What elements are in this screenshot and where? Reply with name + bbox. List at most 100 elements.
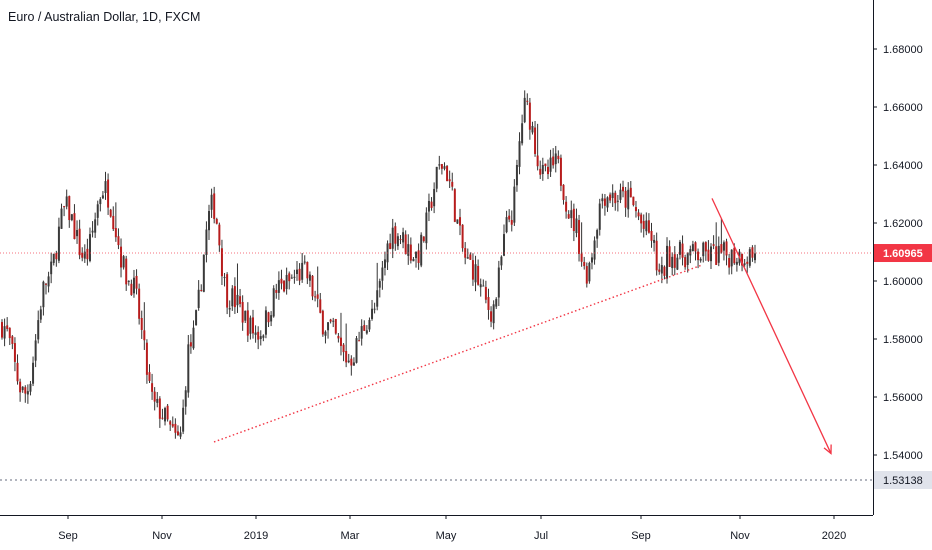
candle-body [629,187,632,198]
candle-body [733,247,736,264]
candle-body [262,335,265,338]
candle-body [459,217,462,226]
candle-body [471,260,474,280]
candle-body [34,340,37,361]
candle-body [611,192,614,199]
projection-arrow-shaft [711,198,832,454]
candle-body [52,253,55,263]
candle-body [283,280,286,292]
candle-body [55,253,58,260]
candle-body [107,179,110,208]
candle-body [391,227,394,249]
candle-body [182,407,185,432]
time-tick-label: Mar [341,530,360,542]
candle-body [44,283,47,285]
candle-body [298,268,301,281]
candle-body [210,194,213,210]
candle-body [303,261,306,263]
candle-body [135,275,138,289]
candle-body [536,155,539,167]
candle-body [720,244,723,253]
candle-body [603,198,606,206]
candle-body [171,424,174,427]
candle-body [16,362,19,382]
candle-body [466,257,469,259]
candle-body [484,286,487,300]
candle-body [60,208,63,229]
candle-body [497,267,500,298]
candle-body [590,257,593,263]
candle-body [39,309,42,320]
candle-body [495,298,498,307]
candle-body [396,236,399,247]
candle-body [24,387,27,394]
candle-body [355,338,358,363]
candle-body [751,247,754,258]
candle-body [339,337,342,346]
candle-body [694,242,697,252]
candle-body [469,254,472,260]
projection-arrow-head [823,444,832,455]
candle-body [728,257,731,268]
candle-body [352,362,355,366]
candle-body [200,289,203,291]
candle-body [640,214,643,224]
candle-body [541,164,544,175]
candle-body [226,274,229,308]
candle-body [554,153,557,165]
candle-body [32,362,35,384]
candle-body [241,301,244,323]
candle-body [332,320,335,322]
candle-body [228,308,231,310]
candle-body [601,198,604,202]
candle-body [11,336,14,344]
candle-body [151,383,154,392]
candle-body [666,245,669,279]
candle-body [378,281,381,288]
candle-body [78,228,81,256]
candle-body [487,297,490,310]
candle-body [130,283,133,295]
candle-body [249,317,252,334]
last-price-text: 1.60965 [883,248,923,260]
candle-body [342,344,345,353]
candle-body [37,320,40,340]
candle-body [50,261,53,275]
candle-body [42,281,45,308]
candle-body [433,188,436,207]
candle-body [717,245,720,263]
candle-body [515,165,518,186]
candle-body [689,249,692,256]
candle-body [412,258,415,262]
candle-body [371,308,374,319]
price-tick-label: 1.56000 [883,392,923,404]
candle-body [549,157,552,172]
candle-body [531,125,534,133]
candle-body [570,210,573,219]
candle-body [122,256,125,268]
candle-body [748,249,751,266]
price-tick-label: 1.64000 [883,160,923,172]
candle-body [91,230,94,233]
candle-body [453,189,456,222]
candle-body [1,322,3,338]
time-tick-label: Nov [152,530,172,542]
candle-body [422,236,425,242]
candle-body [57,226,60,261]
candle-body [164,408,167,422]
candle-body [383,259,386,268]
candle-body [500,256,503,266]
candle-body [195,310,198,326]
candle-body [26,391,29,395]
candle-body [101,195,104,199]
candle-body [585,266,588,284]
candle-body [593,240,596,260]
candle-body [73,213,76,240]
candle-body [676,257,679,270]
price-axis-ticks: 1.68000 1.66000 1.64000 1.62000 1.60000 1.580… [873,44,923,462]
candle-body [327,322,330,331]
candle-body [521,123,524,144]
candle-body [513,186,516,223]
